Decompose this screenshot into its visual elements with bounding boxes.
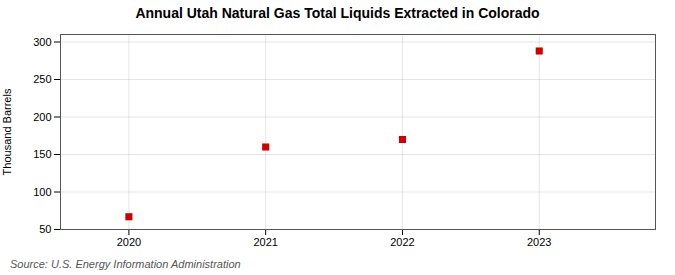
svg-text:2020: 2020	[117, 236, 141, 248]
svg-text:50: 50	[39, 223, 51, 235]
html-text:Source: U.S. Energy Informatio: Source: U.S. Energy Information Administ…	[10, 258, 241, 270]
html-text:Annual Utah Natural Gas Total: Annual Utah Natural Gas Total Liquids Ex…	[135, 5, 540, 21]
svg-text:2023: 2023	[527, 236, 551, 248]
svg-text:Thousand Barrels: Thousand Barrels	[1, 88, 13, 175]
svg-text:250: 250	[33, 73, 51, 85]
svg-text:200: 200	[33, 111, 51, 123]
svg-text:150: 150	[33, 148, 51, 160]
svg-text:2021: 2021	[253, 236, 277, 248]
svg-text:100: 100	[33, 186, 51, 198]
svg-text:2022: 2022	[390, 236, 414, 248]
svg-text:300: 300	[33, 36, 51, 48]
